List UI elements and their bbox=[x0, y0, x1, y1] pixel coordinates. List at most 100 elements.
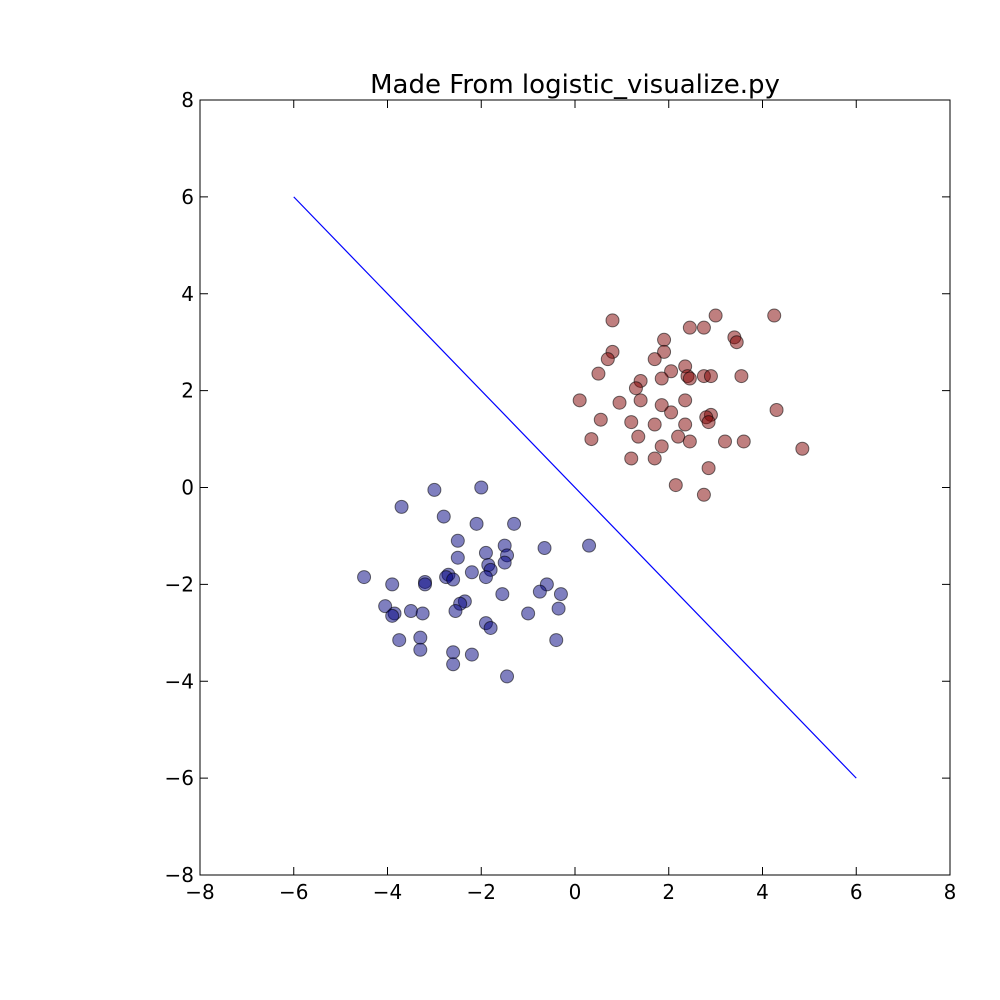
scatter-point-series-2 bbox=[678, 393, 693, 408]
y-tick-label: 6 bbox=[181, 185, 194, 209]
y-tick-label: 4 bbox=[181, 282, 194, 306]
scatter-point-series-2 bbox=[633, 393, 648, 408]
scatter-point-series-2 bbox=[584, 432, 599, 447]
scatter-point-series-1 bbox=[500, 669, 515, 684]
y-tick-label: −8 bbox=[165, 863, 194, 887]
scatter-point-series-1 bbox=[464, 565, 479, 580]
scatter-point-series-1 bbox=[474, 480, 489, 495]
scatter-point-series-1 bbox=[464, 647, 479, 662]
scatter-point-series-2 bbox=[624, 415, 639, 430]
scatter-point-series-1 bbox=[497, 555, 512, 570]
scatter-point-series-1 bbox=[415, 606, 430, 621]
y-tick-label: −6 bbox=[165, 766, 194, 790]
scatter-point-series-1 bbox=[507, 516, 522, 531]
x-tick-label: 0 bbox=[569, 880, 582, 904]
scatter-point-series-2 bbox=[593, 412, 608, 427]
scatter-point-series-1 bbox=[448, 604, 463, 619]
scatter-point-series-2 bbox=[701, 415, 716, 430]
scatter-point-series-2 bbox=[769, 403, 784, 417]
scatter-point-series-1 bbox=[446, 657, 461, 672]
scatter-point-series-1 bbox=[495, 587, 510, 602]
scatter-point-series-2 bbox=[734, 369, 749, 384]
scatter-point-series-1 bbox=[532, 584, 547, 599]
scatter-point-series-2 bbox=[654, 371, 669, 386]
scatter-point-series-2 bbox=[612, 395, 627, 410]
scatter-point-series-1 bbox=[478, 570, 493, 585]
axis-ticks: −8 −6 −4 −2 0 2 4 6 8 −8 −6 −4 −2 0 2 4 6 8 bbox=[165, 88, 957, 904]
y-tick-label: −2 bbox=[165, 572, 194, 596]
x-tick-label: −2 bbox=[467, 880, 496, 904]
scatter-point-series-2 bbox=[682, 320, 697, 335]
scatter-point-series-1 bbox=[469, 516, 484, 531]
scatter-point-series-1 bbox=[427, 482, 442, 497]
scatter-point-series-1 bbox=[521, 606, 536, 621]
y-tick-label: 0 bbox=[181, 476, 194, 500]
x-tick-label: 2 bbox=[662, 880, 675, 904]
scatter-point-series-1 bbox=[413, 642, 428, 657]
scatter-point-series-1 bbox=[446, 572, 461, 587]
x-tick-label: −6 bbox=[279, 880, 308, 904]
scatter-point-series-1 bbox=[537, 541, 552, 556]
x-tick-label: 6 bbox=[850, 880, 863, 904]
x-tick-label: −4 bbox=[373, 880, 402, 904]
scatter-point-series-2 bbox=[647, 417, 662, 432]
scatter-point-series-2 bbox=[600, 352, 615, 367]
y-tick-label: −4 bbox=[165, 669, 194, 693]
scatter-point-series-2 bbox=[696, 320, 711, 335]
scatter-point-series-1 bbox=[582, 538, 597, 553]
scatter-point-series-2 bbox=[605, 313, 620, 328]
scatter-point-series-2 bbox=[657, 344, 672, 359]
scatter-point-series-1 bbox=[385, 577, 400, 592]
scatter-point-series-2 bbox=[591, 366, 606, 381]
scatter-point-series-2 bbox=[696, 487, 711, 502]
scatter-point-series-1 bbox=[450, 533, 465, 548]
scatter-point-series-1 bbox=[392, 633, 407, 648]
scatter-point-series-1 bbox=[418, 577, 432, 592]
chart-title: Made From logistic_visualize.py bbox=[370, 70, 780, 100]
y-tick-label: 2 bbox=[181, 379, 194, 403]
scatter-point-series-2 bbox=[703, 369, 718, 384]
scatter-point-series-1 bbox=[478, 545, 493, 560]
scatter-point-series-1 bbox=[436, 509, 451, 524]
scatter-point-series-2 bbox=[628, 381, 643, 396]
scatter-point-series-2 bbox=[654, 439, 669, 454]
scatter-point-series-2 bbox=[572, 393, 587, 408]
scatter-point-series-2 bbox=[708, 308, 723, 323]
scatter-point-series-2 bbox=[718, 434, 732, 449]
scatter-point-series-2 bbox=[682, 434, 697, 449]
scatter-point-series-2 bbox=[664, 405, 679, 420]
scatter-point-series-1 bbox=[385, 608, 400, 623]
scatter-point-series-2 bbox=[647, 451, 662, 466]
scatter-point-series-2 bbox=[654, 398, 669, 413]
scatter-point-series-2 bbox=[647, 352, 662, 367]
scatter-point-series-1 bbox=[378, 599, 393, 614]
scatter-point-series-1 bbox=[357, 570, 372, 585]
scatter-point-series-2 bbox=[767, 308, 782, 323]
scatter-point-series-1 bbox=[413, 630, 428, 645]
x-tick-label: 8 bbox=[944, 880, 957, 904]
scatter-point-series-2 bbox=[736, 434, 751, 449]
scatter-point-series-2 bbox=[795, 441, 810, 456]
scatter-point-series-2 bbox=[657, 332, 672, 347]
scatter-point-series-1 bbox=[450, 550, 465, 565]
scatter-point-series-2 bbox=[664, 364, 679, 379]
scatter-point-series-1 bbox=[394, 499, 409, 514]
scatter-point-series-2 bbox=[624, 451, 639, 466]
scatter-point-series-2 bbox=[682, 371, 697, 386]
scatter-point-series-2 bbox=[671, 429, 686, 444]
scatter-point-series-1 bbox=[483, 620, 498, 635]
scatter-point-series-2 bbox=[701, 461, 716, 476]
scatter-point-series-2 bbox=[668, 478, 683, 493]
scatter-point-series-1 bbox=[551, 601, 566, 616]
scatter-point-series-2 bbox=[678, 417, 693, 432]
scatter-point-series-1 bbox=[446, 645, 461, 660]
x-tick-label: −8 bbox=[185, 880, 214, 904]
scatter-point-series-2 bbox=[729, 335, 744, 350]
scatter-point-series-1 bbox=[549, 633, 564, 648]
scatter-point-series-1 bbox=[553, 587, 568, 602]
scatter-point-series-1 bbox=[403, 604, 418, 619]
y-tick-label: 8 bbox=[181, 88, 194, 112]
scatter-point-series-2 bbox=[631, 429, 646, 444]
plot-area bbox=[293, 196, 857, 779]
